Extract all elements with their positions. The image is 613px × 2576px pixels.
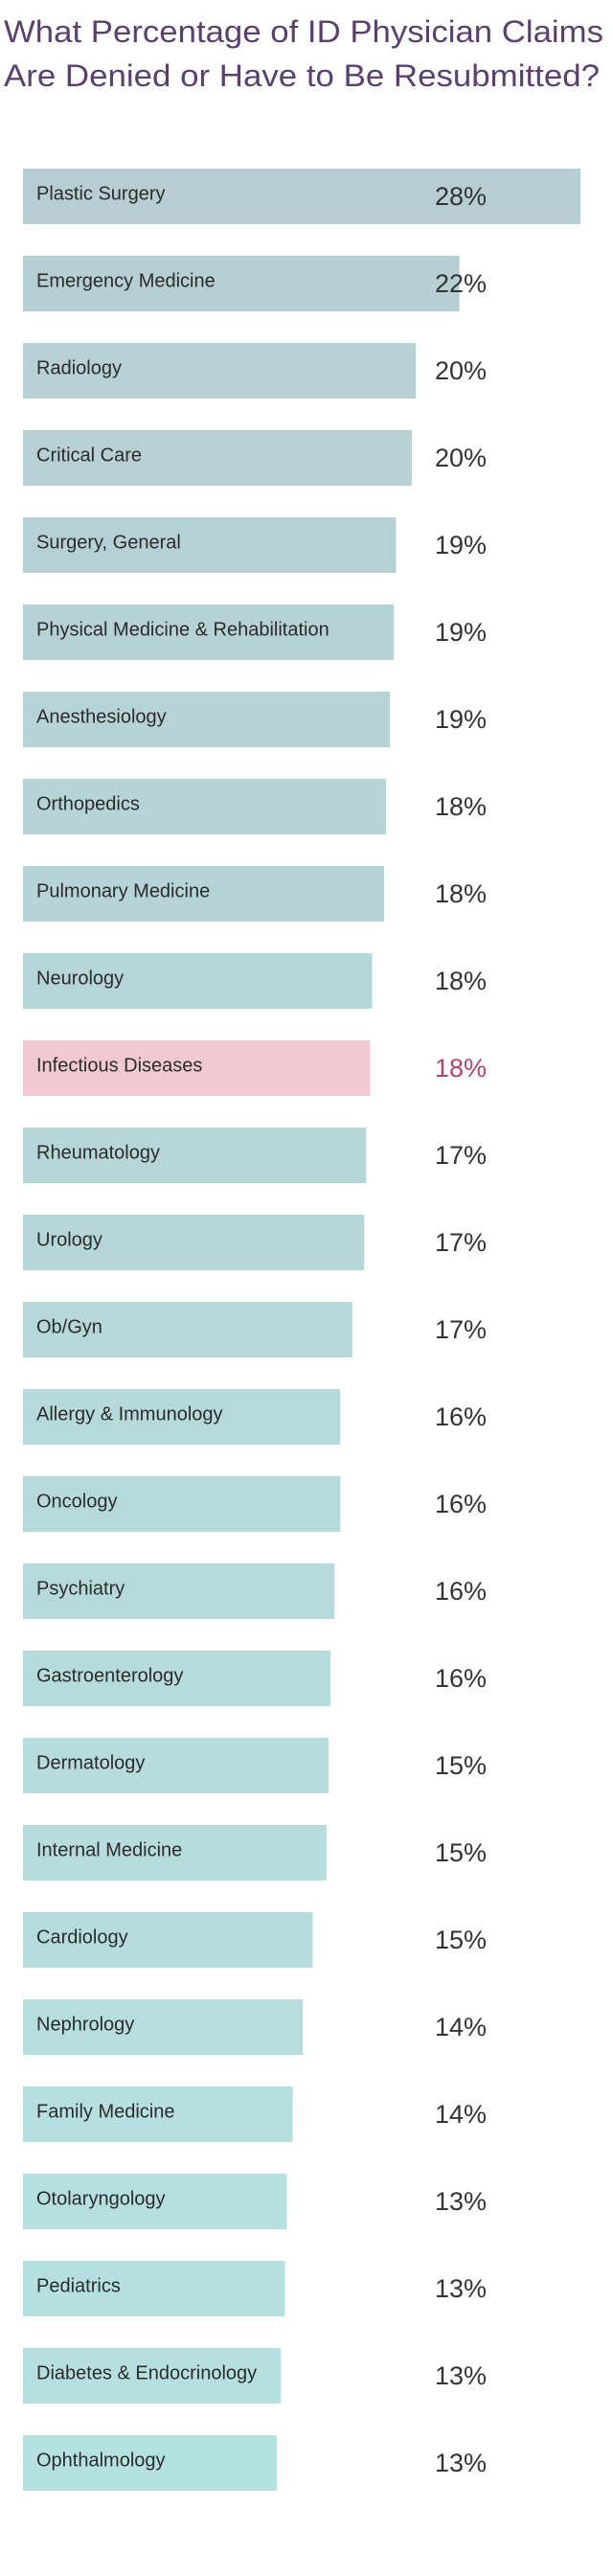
category-label: Gastroenterology <box>36 1665 183 1686</box>
value-label: 13% <box>435 2274 487 2303</box>
category-label: Family Medicine <box>36 2101 174 2122</box>
category-label: Otolaryngology <box>36 2188 166 2209</box>
value-label: 19% <box>435 531 487 559</box>
category-label: Neurology <box>36 968 124 989</box>
bar <box>23 256 460 311</box>
value-label: 13% <box>435 2187 487 2216</box>
value-label: 28% <box>435 182 487 211</box>
category-label: Radiology <box>36 357 122 378</box>
category-label: Pediatrics <box>36 2275 121 2296</box>
bar <box>23 1912 313 1968</box>
value-label: 17% <box>435 1315 487 1344</box>
category-label: Nephrology <box>36 2014 134 2035</box>
value-label: 20% <box>435 444 487 472</box>
category-label: Anesthesiology <box>36 706 167 727</box>
bar <box>23 1476 341 1532</box>
value-label: 15% <box>435 1751 487 1780</box>
bar <box>23 604 395 660</box>
bar <box>23 1999 304 2055</box>
value-label: 16% <box>435 1402 487 1431</box>
value-label: 18% <box>435 879 487 908</box>
value-label: 14% <box>435 2100 487 2129</box>
value-label: 16% <box>435 1490 487 1518</box>
value-label: 17% <box>435 1228 487 1257</box>
category-label: Physical Medicine & Rehabilitation <box>36 619 329 640</box>
value-label: 18% <box>435 967 487 995</box>
value-label: 19% <box>435 705 487 734</box>
value-label: 18% <box>435 1054 487 1083</box>
bar <box>23 1302 352 1357</box>
category-label: Allergy & Immunology <box>36 1403 223 1425</box>
bar <box>23 2348 282 2404</box>
category-label: Infectious Diseases <box>36 1055 202 1076</box>
chart-title: Are Denied or Have to Be Resubmitted? <box>4 58 600 93</box>
bar <box>23 1651 331 1706</box>
value-label: 17% <box>435 1141 487 1170</box>
category-label: Critical Care <box>36 445 142 466</box>
category-label: Ob/Gyn <box>36 1316 102 1337</box>
category-label: Surgery, General <box>36 532 181 553</box>
chart-title: What Percentage of ID Physician Claims <box>4 14 603 49</box>
category-label: Orthopedics <box>36 793 140 814</box>
value-label: 13% <box>435 2449 487 2477</box>
value-label: 16% <box>435 1664 487 1693</box>
category-label: Pulmonary Medicine <box>36 880 210 901</box>
category-label: Diabetes & Endocrinology <box>36 2362 257 2383</box>
value-label: 13% <box>435 2361 487 2390</box>
bar <box>23 953 373 1009</box>
bar <box>23 517 397 573</box>
bar <box>23 779 387 834</box>
value-label: 19% <box>435 618 487 647</box>
value-label: 15% <box>435 1838 487 1867</box>
value-label: 16% <box>435 1577 487 1606</box>
category-label: Plastic Surgery <box>36 183 166 204</box>
bar <box>23 2174 287 2229</box>
category-label: Rheumatology <box>36 1142 160 1163</box>
value-label: 14% <box>435 2013 487 2041</box>
bar <box>23 430 412 486</box>
value-label: 22% <box>435 269 487 298</box>
category-label: Ophthalmology <box>36 2450 166 2471</box>
bar <box>23 1563 335 1619</box>
bar <box>23 1040 371 1096</box>
category-label: Internal Medicine <box>36 1839 182 1860</box>
value-label: 20% <box>435 356 487 385</box>
bar <box>23 1389 341 1445</box>
category-label: Urology <box>36 1229 102 1250</box>
category-label: Psychiatry <box>36 1578 125 1599</box>
category-label: Oncology <box>36 1491 118 1512</box>
value-label: 18% <box>435 792 487 821</box>
bar <box>23 1825 327 1881</box>
bar <box>23 2435 278 2491</box>
category-label: Dermatology <box>36 1752 145 1773</box>
bar <box>23 343 417 399</box>
bar <box>23 169 580 224</box>
bar <box>23 692 391 747</box>
category-label: Emergency Medicine <box>36 270 216 291</box>
bar <box>23 1215 365 1270</box>
value-label: 15% <box>435 1926 487 1954</box>
bar <box>23 1128 367 1183</box>
bar <box>23 1738 329 1793</box>
bar <box>23 2261 285 2316</box>
bar <box>23 2086 293 2142</box>
category-label: Cardiology <box>36 1926 128 1948</box>
bar <box>23 866 384 922</box>
